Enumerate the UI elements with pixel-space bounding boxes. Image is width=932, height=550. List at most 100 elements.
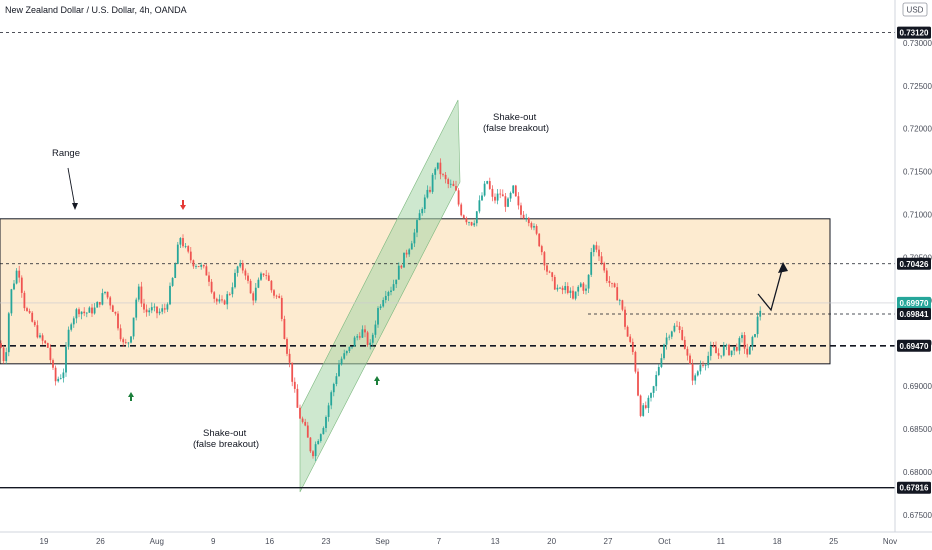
candle: [473, 220, 476, 227]
candle: [751, 335, 754, 351]
candle: [730, 350, 733, 357]
candle: [200, 262, 203, 270]
candle: [182, 234, 184, 248]
candle: [592, 244, 595, 257]
candle: [644, 401, 647, 410]
candle: [23, 290, 26, 311]
price-tag: 0.73120: [897, 26, 931, 39]
candle: [608, 276, 611, 287]
candle: [439, 158, 442, 180]
candle: [132, 317, 135, 340]
candle: [444, 171, 447, 184]
candle: [213, 291, 216, 303]
x-tick-label: Aug: [150, 537, 164, 546]
candle: [59, 374, 62, 380]
candle: [70, 322, 73, 332]
candle: [184, 243, 187, 249]
candle: [702, 361, 704, 368]
candle: [696, 370, 699, 377]
candle: [605, 267, 608, 284]
candle: [28, 308, 31, 314]
candle: [67, 326, 70, 350]
price-tag: 0.70426: [897, 257, 931, 270]
candle: [187, 245, 190, 254]
candle: [119, 324, 122, 342]
candle: [260, 271, 262, 282]
candle: [499, 189, 502, 199]
candle: [137, 283, 140, 302]
currency-badge[interactable]: USD: [902, 2, 928, 17]
candle: [579, 281, 582, 288]
candle: [382, 297, 385, 308]
candle: [33, 319, 36, 328]
candle: [46, 342, 49, 349]
candle: [572, 285, 574, 300]
signal-arrow-up-1: [128, 392, 134, 401]
candle: [421, 207, 424, 216]
candle: [694, 373, 697, 385]
candle: [101, 288, 104, 306]
svg-text:0.69970: 0.69970: [900, 299, 929, 308]
candle: [2, 345, 5, 364]
candle: [189, 247, 192, 264]
candle: [587, 274, 590, 293]
candle: [257, 277, 260, 289]
x-tick-label: 11: [717, 537, 726, 546]
candle: [434, 167, 437, 180]
candle: [163, 303, 166, 314]
candle: [356, 333, 359, 341]
candle: [13, 280, 15, 291]
candle: [681, 326, 684, 341]
candle: [236, 265, 239, 277]
svg-text:0.67816: 0.67816: [900, 484, 929, 493]
candle: [559, 286, 561, 289]
candle: [332, 382, 335, 397]
candle: [304, 418, 307, 427]
candle: [202, 264, 205, 269]
candle: [7, 311, 10, 357]
candle: [431, 173, 434, 194]
shakeout-bottom-annotation: Shake-out (false breakout): [193, 428, 259, 450]
candle: [743, 332, 746, 354]
candle: [338, 360, 340, 377]
candle: [527, 216, 530, 227]
candle: [457, 188, 460, 207]
candle: [179, 237, 182, 248]
candle: [564, 281, 567, 294]
candle: [556, 284, 559, 292]
candle: [150, 302, 153, 314]
candle: [533, 223, 535, 231]
candle: [52, 358, 54, 370]
shakeout-top-annotation: Shake-out (false breakout): [483, 112, 549, 134]
candle: [488, 177, 491, 190]
candle: [663, 343, 665, 360]
candle: [468, 221, 470, 226]
candle: [590, 247, 593, 277]
candle: [735, 343, 738, 352]
candle: [566, 282, 569, 295]
candle: [481, 192, 483, 202]
candle: [109, 295, 112, 310]
candle: [403, 252, 405, 268]
candle: [241, 260, 244, 274]
candle: [340, 356, 343, 366]
candle: [366, 330, 369, 347]
x-tick-label: 26: [96, 537, 105, 546]
time-axis[interactable]: 19 26 Aug 9 16 23 Sep 7 13 20 27 Oct 11 18 25 Nov: [40, 537, 898, 546]
candle: [78, 307, 80, 318]
candle: [759, 306, 762, 321]
candle: [83, 307, 86, 317]
candle: [639, 394, 642, 418]
candle: [174, 262, 177, 279]
candle: [689, 353, 691, 365]
candle: [192, 259, 195, 269]
candle: [442, 173, 444, 177]
candle: [423, 194, 426, 213]
candle: [343, 349, 346, 360]
candle: [720, 355, 723, 359]
candle: [49, 344, 52, 364]
candle: [546, 263, 548, 276]
candle: [665, 332, 668, 350]
